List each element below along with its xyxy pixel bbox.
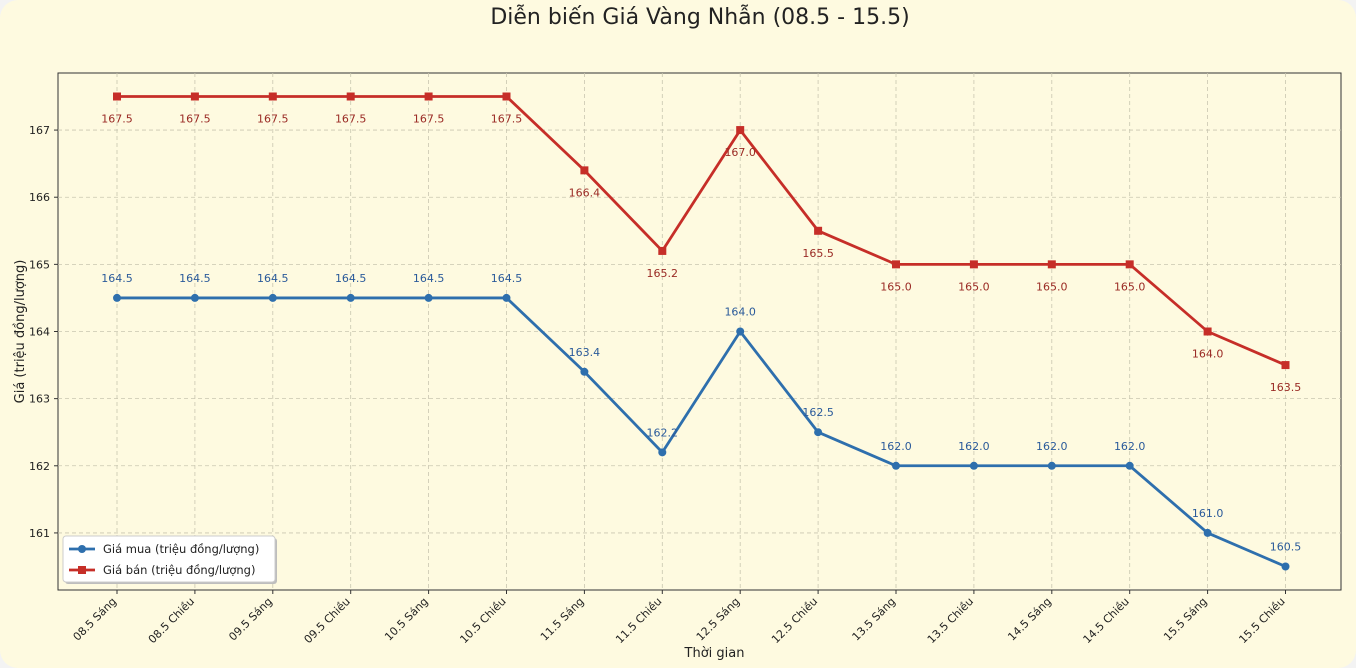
sell-price-point (424, 92, 433, 101)
buy-price-data-label: 164.5 (257, 272, 289, 285)
buy-price-data-label: 164.5 (101, 272, 133, 285)
sell-price-data-label: 167.5 (179, 113, 211, 126)
sell-price-point (268, 92, 277, 101)
x-tick-label: 13.5 Chiều (925, 595, 976, 646)
sell-price-point (892, 260, 900, 269)
buy-price-point (268, 293, 277, 302)
sell-price-point (969, 260, 978, 269)
sell-price-point (1047, 260, 1056, 269)
sell-price-point (1281, 361, 1290, 370)
sell-price-data-label: 166.4 (569, 186, 601, 199)
sell-price-data-label: 165.2 (647, 267, 679, 280)
y-tick-label: 161 (29, 527, 50, 540)
x-tick-label: 13.5 Sáng (850, 595, 899, 644)
sell-price-point (346, 92, 355, 101)
sell-price-data-label: 167.5 (491, 113, 523, 126)
sell-price-data-label: 167.5 (257, 113, 289, 126)
sell-price-line (117, 95, 1287, 367)
buy-price-point (969, 461, 978, 470)
sell-price-point (502, 92, 511, 101)
x-tick-label: 08.5 Sáng (71, 595, 120, 644)
buy-price-point (424, 293, 433, 302)
sell-price-point (580, 166, 589, 175)
buy-price-data-label: 164.5 (491, 272, 523, 285)
x-tick-label: 15.5 Chiều (1236, 595, 1287, 646)
buy-price-data-label: 161.0 (1192, 507, 1224, 520)
buy-price-data-label: 164.5 (179, 272, 211, 285)
x-tick-label: 12.5 Chiều (769, 595, 820, 646)
buy-price-data-label: 162.0 (880, 440, 912, 453)
y-tick-label: 167 (29, 124, 50, 137)
sell-price-point (736, 126, 745, 135)
sell-price-data-label: 165.5 (802, 247, 834, 260)
buy-price-point (736, 327, 745, 336)
x-tick-label: 09.5 Chiều (302, 595, 353, 646)
legend-label-sell: Giá bán (triệu đồng/lượng) (103, 563, 255, 577)
buy-price-point (113, 293, 121, 302)
sell-price-data-label: 167.5 (335, 113, 367, 126)
sell-price-point (1203, 327, 1212, 336)
legend-marker-circle (78, 545, 86, 553)
y-axis-label: Giá (triệu đồng/lượng) (13, 260, 28, 404)
buy-price-point (1047, 461, 1056, 470)
buy-price-point (580, 367, 589, 376)
buy-price-data-label: 163.4 (569, 346, 601, 359)
x-tick-label: 11.5 Chiều (613, 595, 664, 646)
x-tick-label: 15.5 Sáng (1161, 595, 1210, 644)
x-tick-label: 09.5 Sáng (226, 595, 275, 644)
x-tick-label: 08.5 Chiều (146, 595, 197, 646)
buy-price-data-label: 162.0 (1036, 440, 1068, 453)
sell-price-data-label: 167.5 (413, 113, 445, 126)
sell-price-point (814, 226, 823, 235)
buy-price-point (1281, 562, 1290, 571)
y-tick-label: 163 (29, 393, 50, 406)
sell-price-data-label: 164.0 (1192, 348, 1224, 361)
sell-price-data-label: 165.0 (880, 280, 912, 293)
y-tick-label: 164 (29, 326, 50, 339)
buy-price-point (658, 448, 667, 457)
buy-price-point (346, 293, 355, 302)
sell-price-point (113, 92, 121, 101)
buy-price-data-label: 162.2 (647, 426, 679, 439)
buy-price-point (1203, 528, 1212, 537)
buy-price-data-label: 164.5 (335, 272, 367, 285)
legend-marker-square (78, 566, 86, 574)
sell-price-point (190, 92, 199, 101)
chart-title: Diễn biến Giá Vàng Nhẫn (08.5 - 15.5) (490, 5, 910, 30)
legend (62, 535, 276, 583)
buy-price-data-label: 162.5 (802, 406, 834, 419)
y-tick-label: 162 (29, 460, 50, 473)
buy-price-point (892, 461, 900, 470)
sell-price-point (1125, 260, 1134, 269)
buy-price-data-label: 160.5 (1270, 541, 1302, 554)
sell-price-data-label: 165.0 (1036, 280, 1068, 293)
buy-price-point (1125, 461, 1134, 470)
buy-price-point (814, 428, 823, 437)
buy-price-data-label: 162.0 (1114, 440, 1146, 453)
x-tick-label: 14.5 Chiều (1081, 595, 1132, 646)
buy-price-data-label: 164.0 (724, 306, 756, 319)
buy-price-point (502, 293, 511, 302)
sell-price-point (658, 246, 667, 255)
sell-price-data-label: 165.0 (958, 280, 990, 293)
buy-price-line (117, 296, 1287, 568)
x-tick-label: 11.5 Sáng (538, 595, 587, 644)
buy-price-data-label: 164.5 (413, 272, 445, 285)
x-tick-label: 12.5 Sáng (694, 595, 743, 644)
legend-label-buy: Giá mua (triệu đồng/lượng) (103, 542, 259, 556)
buy-price-point (190, 293, 199, 302)
sell-price-data-label: 163.5 (1270, 381, 1302, 394)
buy-price-data-label: 162.0 (958, 440, 990, 453)
x-axis-label: Thời gian (684, 646, 745, 661)
x-tick-label: 10.5 Sáng (382, 595, 431, 644)
sell-price-data-label: 165.0 (1114, 280, 1146, 293)
x-tick-label: 10.5 Chiều (457, 595, 508, 646)
sell-price-data-label: 167.5 (101, 113, 133, 126)
y-tick-label: 165 (29, 258, 50, 271)
sell-price-data-label: 167.0 (724, 146, 756, 159)
x-tick-label: 14.5 Sáng (1005, 595, 1054, 644)
y-tick-label: 166 (29, 191, 50, 204)
